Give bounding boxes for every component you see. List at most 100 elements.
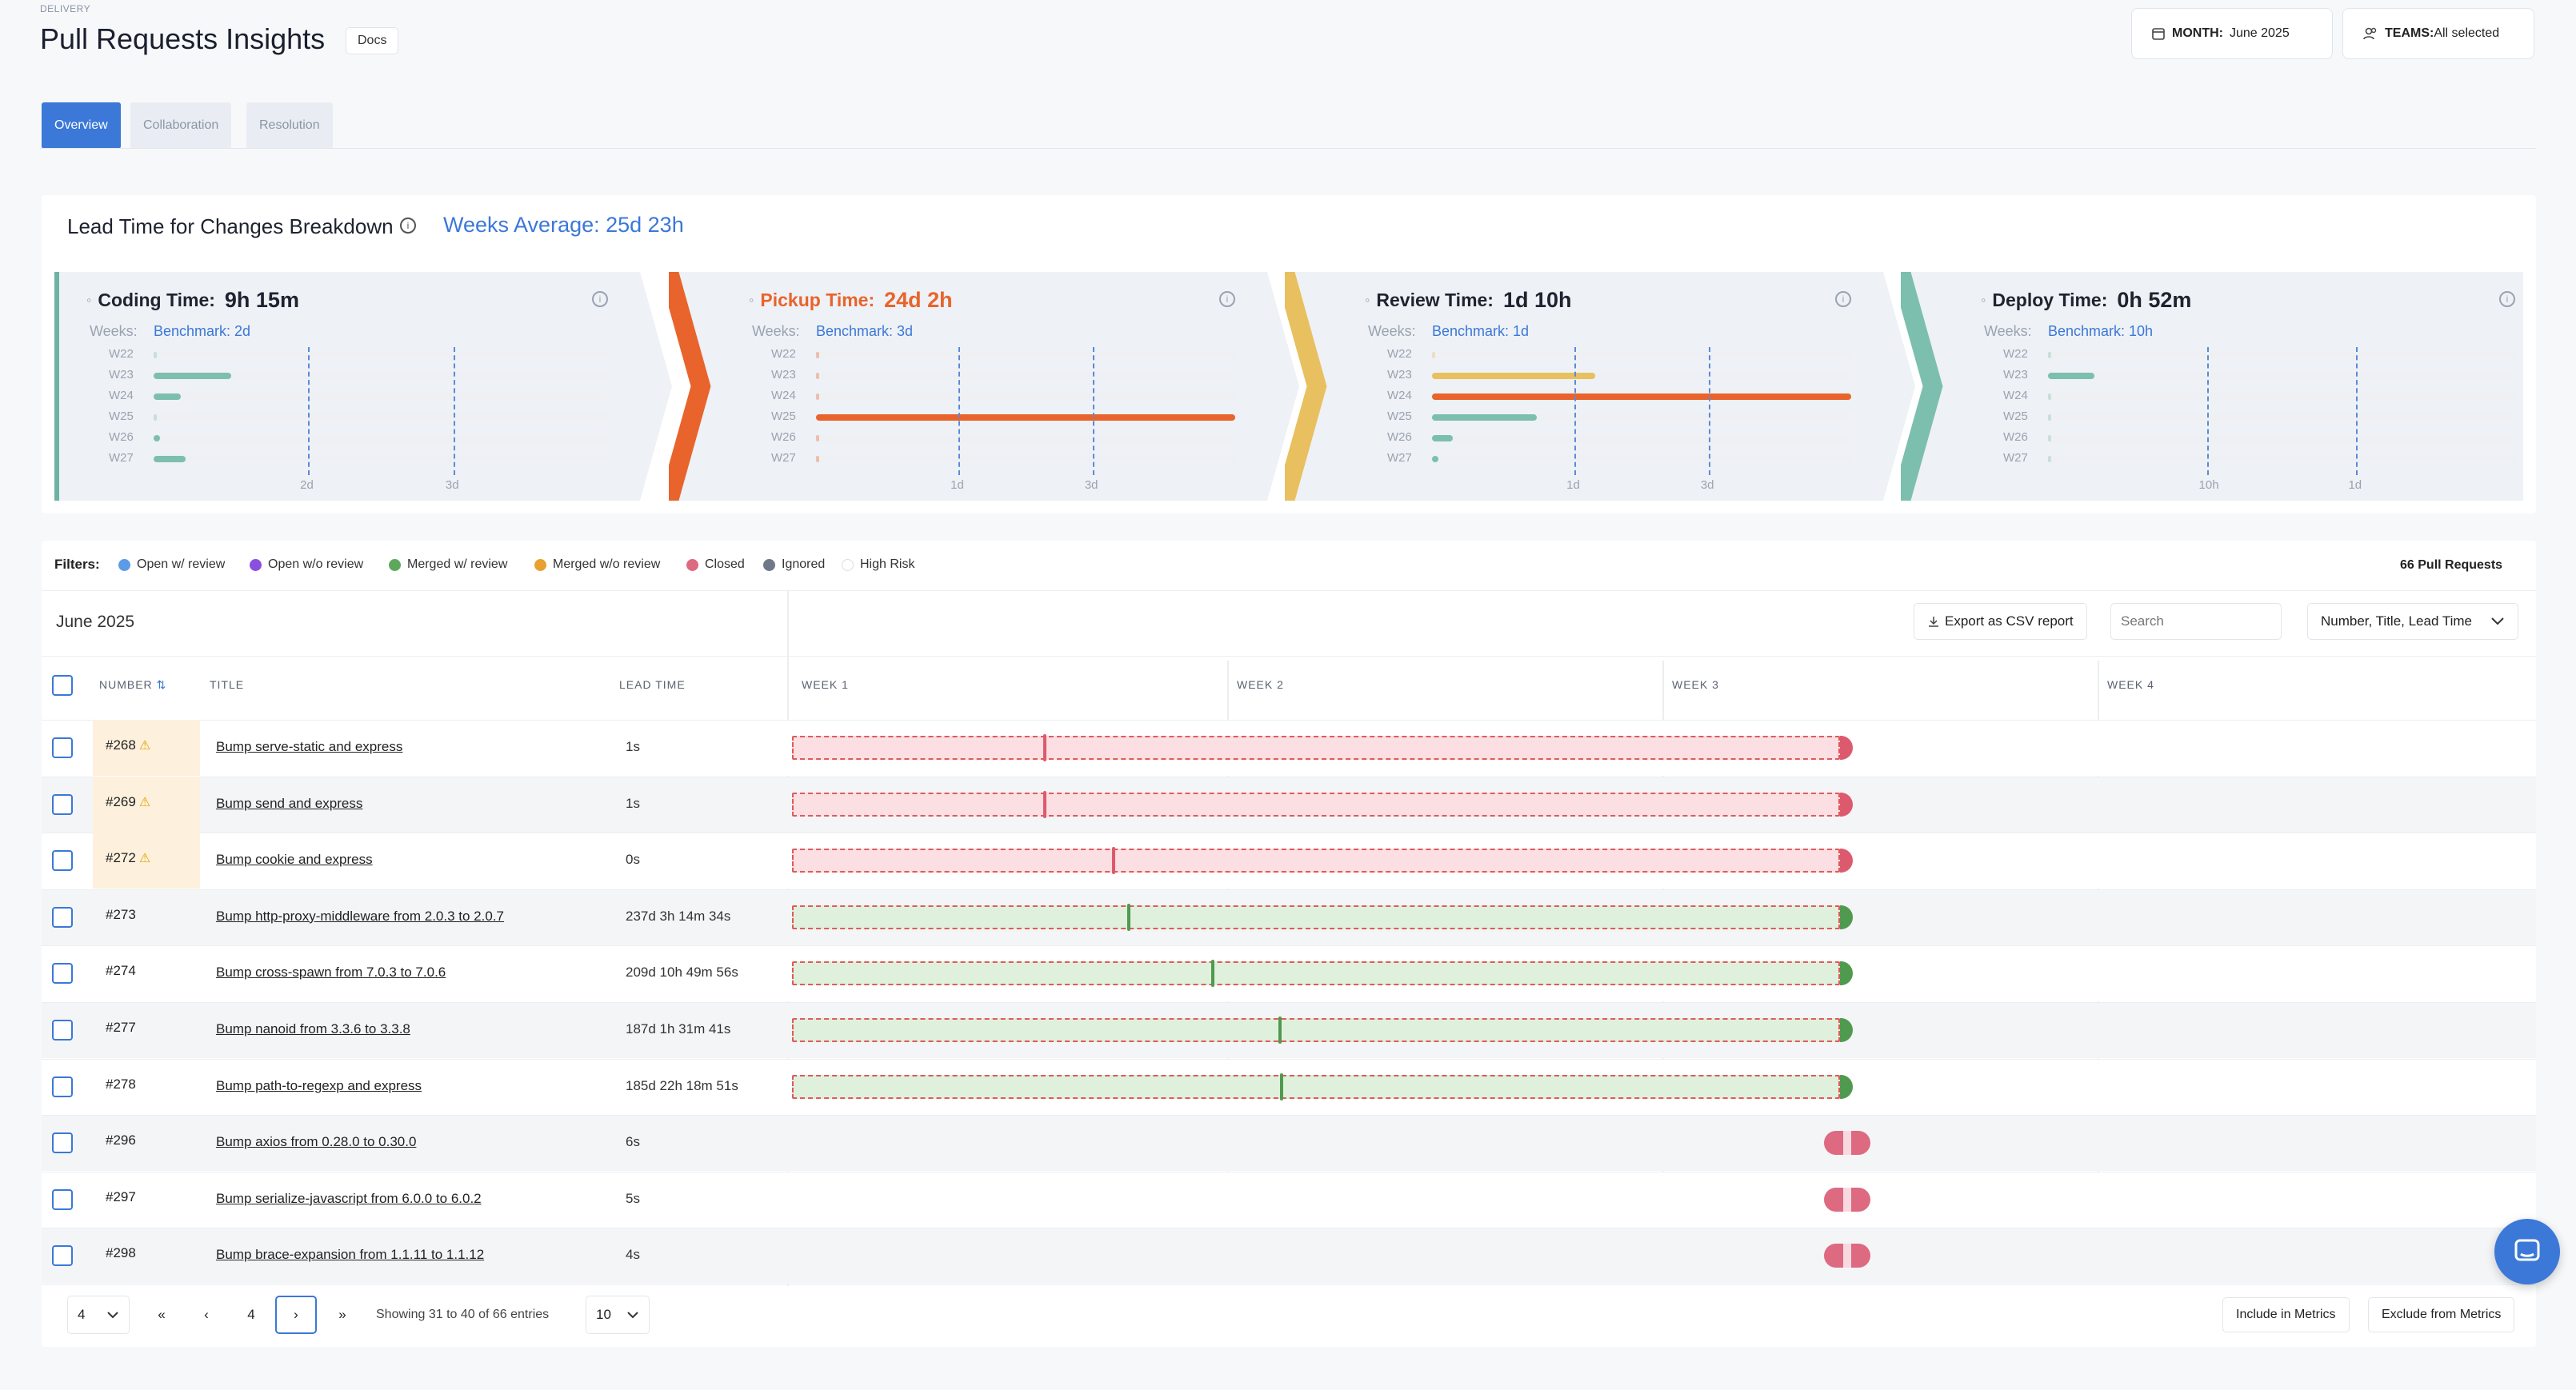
teams-filter-button[interactable]: TEAMS:All selected	[2342, 8, 2534, 59]
filter-closed[interactable]: Closed	[686, 557, 745, 572]
timeline-end-marker	[1840, 1074, 1853, 1099]
pr-title-link[interactable]: Bump nanoid from 3.3.6 to 3.3.8	[216, 1021, 410, 1037]
week-label: W24	[771, 389, 796, 402]
pr-title-link[interactable]: Bump send and express	[216, 795, 363, 811]
week-track	[1432, 456, 1851, 462]
pr-title-link[interactable]: Bump path-to-regexp and express	[216, 1077, 422, 1093]
filter-open-w-review[interactable]: Open w/ review	[118, 557, 225, 572]
export-csv-button[interactable]: Export as CSV report	[1914, 603, 2087, 640]
column-number[interactable]: NUMBER ⇅	[99, 678, 166, 692]
filter-merged-w-review[interactable]: Merged w/ review	[389, 557, 507, 572]
pr-title-link[interactable]: Bump serialize-javascript from 6.0.0 to …	[216, 1190, 482, 1206]
timeline-closed-marker[interactable]	[1824, 1244, 1870, 1268]
timeline-end-marker	[1840, 1018, 1853, 1042]
week-bar	[2048, 373, 2095, 379]
timeline-bar[interactable]	[792, 1018, 1840, 1042]
row-checkbox[interactable]	[52, 906, 73, 928]
filter-dot	[118, 558, 130, 571]
stage-name: Review Time:	[1376, 290, 1494, 310]
table-row[interactable]	[42, 1228, 2536, 1284]
week-label: W26	[2003, 430, 2028, 444]
timeline-bar[interactable]	[792, 849, 1840, 873]
week-bar	[816, 352, 819, 358]
per-page-select[interactable]: 10	[586, 1296, 650, 1334]
filter-open-w-o-review[interactable]: Open w/o review	[250, 557, 363, 572]
stage-value: 1d 10h	[1502, 288, 1572, 312]
filter-merged-w-o-review[interactable]: Merged w/o review	[534, 557, 660, 572]
table-row[interactable]	[42, 1171, 2536, 1228]
docs-button[interactable]: Docs	[346, 27, 399, 54]
tab-resolution[interactable]: Resolution	[246, 102, 333, 149]
chat-button[interactable]	[2494, 1219, 2560, 1284]
pr-title-link[interactable]: Bump brace-expansion from 1.1.11 to 1.1.…	[216, 1247, 485, 1263]
row-checkbox[interactable]	[52, 793, 73, 815]
info-icon[interactable]: i	[2499, 291, 2515, 307]
tab-overview[interactable]: Overview	[42, 102, 121, 149]
include-in-metrics-button[interactable]: Include in Metrics	[2222, 1297, 2350, 1332]
axis-tick: 1d	[2348, 478, 2362, 492]
stage-2: ◦ Pickup Time: 24d 2h i Weeks: Benchmark: 3d W…	[669, 272, 1299, 501]
timeline-review-marker	[1127, 903, 1131, 931]
stage-header: ◦ Deploy Time: 0h 52m	[1981, 288, 2191, 313]
row-checkbox[interactable]	[52, 737, 73, 758]
row-checkbox[interactable]	[52, 1076, 73, 1097]
timeline-bar[interactable]	[792, 1074, 1840, 1099]
tab-collaboration[interactable]: Collaboration	[130, 102, 232, 149]
column-number-label: NUMBER	[99, 678, 153, 691]
week-track	[154, 414, 608, 421]
eye-icon: ◦	[1365, 292, 1370, 308]
row-checkbox[interactable]	[52, 1188, 73, 1210]
info-icon[interactable]: i	[1835, 291, 1851, 307]
pr-title-link[interactable]: Bump axios from 0.28.0 to 0.30.0	[216, 1134, 417, 1150]
week-label: W25	[1387, 409, 1412, 423]
pr-title-link[interactable]: Bump serve-static and express	[216, 739, 403, 754]
month-filter-button[interactable]: MONTH: June 2025	[2131, 8, 2333, 59]
row-checkbox[interactable]	[52, 963, 73, 985]
timeline-end-marker	[1840, 849, 1853, 873]
page-select[interactable]: 4	[67, 1296, 130, 1334]
prev-page-button[interactable]: ‹	[204, 1307, 209, 1322]
week-track	[816, 373, 1235, 379]
week-bar	[816, 456, 819, 462]
table-row[interactable]	[42, 1115, 2536, 1172]
pr-number: #277	[93, 1002, 200, 1058]
timeline-bar[interactable]	[792, 961, 1840, 986]
high-risk-highlight	[93, 720, 200, 776]
info-icon[interactable]: i	[400, 218, 416, 234]
benchmark-line	[308, 347, 310, 475]
last-page-button[interactable]: »	[338, 1307, 346, 1322]
week-bar	[1432, 352, 1435, 358]
branch-icon: ◦	[749, 292, 754, 308]
next-page-button[interactable]: ›	[275, 1296, 317, 1334]
select-all-checkbox[interactable]	[52, 675, 73, 696]
info-icon[interactable]: i	[592, 291, 608, 307]
row-checkbox[interactable]	[52, 1132, 73, 1154]
timeline-bar[interactable]	[792, 905, 1840, 929]
filter-dot	[389, 558, 401, 571]
pr-title-link[interactable]: Bump cookie and express	[216, 852, 373, 868]
week-track	[2048, 373, 2515, 379]
timeline-closed-marker[interactable]	[1824, 1187, 1870, 1212]
search-input[interactable]	[2110, 603, 2282, 640]
week-bar	[1432, 456, 1438, 462]
info-icon[interactable]: i	[1219, 291, 1235, 307]
row-checkbox[interactable]	[52, 850, 73, 872]
pr-title-link[interactable]: Bump cross-spawn from 7.0.3 to 7.0.6	[216, 965, 446, 981]
filter-high-risk[interactable]: High Risk	[842, 557, 914, 572]
timeline-closed-marker[interactable]	[1824, 1131, 1870, 1156]
row-checkbox[interactable]	[52, 1020, 73, 1041]
filter-label: Closed	[705, 557, 745, 571]
column-title: TITLE	[210, 678, 245, 691]
pr-title-link[interactable]: Bump http-proxy-middleware from 2.0.3 to…	[216, 908, 504, 924]
week-bar	[1432, 393, 1851, 400]
filter-ignored[interactable]: Ignored	[763, 557, 825, 572]
first-page-button[interactable]: «	[158, 1307, 166, 1322]
week-bar	[816, 414, 1235, 421]
timeline-bar[interactable]	[792, 792, 1840, 817]
row-checkbox[interactable]	[52, 1245, 73, 1267]
timeline-bar[interactable]	[792, 736, 1840, 760]
exclude-from-metrics-button[interactable]: Exclude from Metrics	[2368, 1297, 2515, 1332]
sort-select[interactable]: Number, Title, Lead Time	[2307, 603, 2518, 640]
pr-lead-time: 0s	[626, 852, 640, 868]
stage-value: 24d 2h	[884, 288, 953, 312]
